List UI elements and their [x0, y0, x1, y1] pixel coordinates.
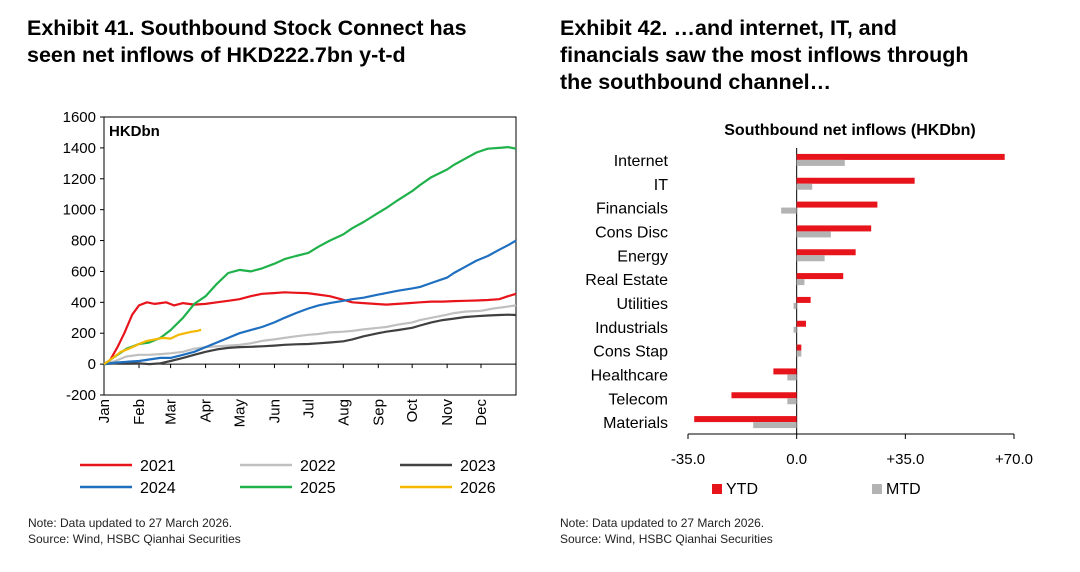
x-tick-label: Oct — [404, 398, 421, 422]
exhibit-42-title-line-3: the southbound channel… — [560, 70, 832, 94]
x-tick-label: Apr — [198, 399, 215, 422]
series-line-2026 — [103, 328, 202, 366]
series-line-2025 — [103, 146, 517, 366]
x-tick-label: Sep — [370, 399, 387, 426]
exhibit-42-title-line-2: financials saw the most inflows through — [560, 43, 969, 67]
category-label: Financials — [596, 201, 668, 218]
category-label: Telecom — [608, 391, 668, 408]
x-tick-label: Jan — [96, 399, 113, 423]
x-tick-label: Dec — [473, 399, 490, 426]
y-tick-label: 400 — [71, 294, 96, 311]
y-tick-label: 200 — [71, 325, 96, 342]
y-tick-label: 1000 — [63, 202, 96, 219]
x-tick-label: Aug — [335, 399, 352, 426]
bar-mtd — [796, 183, 813, 190]
bar-ytd — [731, 392, 797, 399]
category-label: IT — [654, 177, 668, 194]
bar-ytd — [694, 416, 797, 423]
series-line-2023 — [103, 313, 517, 366]
exhibit-42-title-line-1: Exhibit 42. …and internet, IT, and — [560, 16, 897, 40]
legend-label-2026: 2026 — [460, 480, 496, 497]
exhibit-41-title-line-1: Exhibit 41. Southbound Stock Connect has — [27, 16, 467, 40]
x-tick-label: Mar — [163, 399, 180, 425]
bar-ytd — [796, 273, 844, 280]
series-line-2024 — [103, 239, 517, 366]
bar-mtd — [796, 279, 805, 286]
y-tick-label: 0 — [88, 356, 96, 373]
x-tick-label: +35.0 — [886, 451, 924, 468]
x-tick-label: -35.0 — [671, 451, 705, 468]
legend-label-2021: 2021 — [140, 458, 176, 475]
x-tick-label: Jul — [300, 399, 317, 418]
exhibit-41-footnote: Note: Data updated to 27 March 2026. Sou… — [28, 516, 241, 547]
legend-swatch-ytd — [712, 484, 722, 494]
bar-ytd — [796, 153, 1005, 160]
series-line-2021 — [103, 291, 517, 366]
x-tick-label: May — [231, 399, 248, 428]
y-tick-label: 600 — [71, 263, 96, 280]
legend-swatch-mtd — [872, 484, 882, 494]
bar-mtd — [796, 350, 802, 357]
plot-frame — [103, 116, 517, 396]
category-label: Utilities — [616, 296, 668, 313]
exhibit-41-title: Exhibit 41. Southbound Stock Connect has… — [27, 15, 547, 69]
y-tick-label: 800 — [71, 233, 96, 250]
bar-ytd — [796, 177, 915, 184]
y-tick-label: 1400 — [63, 140, 96, 157]
bar-mtd — [796, 231, 831, 238]
legend-label-ytd: YTD — [726, 481, 758, 498]
sector-inflows-bar-chart: Southbound net inflows (HKDbn) -35.0 0.0 +3… — [585, 122, 1033, 498]
y-tick-label: 1200 — [63, 171, 96, 188]
bar-mtd — [793, 302, 797, 309]
x-tick-label: Nov — [439, 399, 456, 426]
category-label: Cons Stap — [593, 344, 668, 361]
exhibit-41-title-line-2: seen net inflows of HKD222.7bn y-t-d — [27, 43, 406, 67]
bar-ytd — [773, 368, 797, 375]
category-label: Energy — [617, 248, 668, 265]
legend-label-mtd: MTD — [886, 481, 921, 498]
bar-mtd — [793, 326, 797, 333]
legend-label-2023: 2023 — [460, 458, 496, 475]
x-tick-label: Feb — [131, 399, 148, 425]
bar-ytd — [796, 201, 878, 208]
exhibit-42-note: Note: Data updated to 27 March 2026. — [560, 516, 765, 530]
x-tick-label: +70.0 — [995, 451, 1033, 468]
exhibit-41-note: Note: Data updated to 27 March 2026. — [28, 516, 233, 530]
x-tick-label: Jun — [266, 399, 283, 423]
unit-label: HKDbn — [109, 123, 160, 140]
y-tick-label: 1600 — [63, 109, 96, 126]
bar-mtd — [781, 207, 797, 214]
category-label: Cons Disc — [595, 224, 668, 241]
category-label: Real Estate — [585, 272, 668, 289]
bar-mtd — [796, 159, 845, 166]
legend-label-2025: 2025 — [300, 480, 336, 497]
bar-mtd — [787, 398, 797, 405]
y-tick-label: -200 — [66, 387, 96, 404]
legend-label-2024: 2024 — [140, 480, 176, 497]
bar-ytd — [796, 320, 806, 327]
legend-label-2022: 2022 — [300, 458, 336, 475]
bar-ytd — [796, 225, 872, 232]
category-label: Healthcare — [591, 367, 668, 384]
chart-title: Southbound net inflows (HKDbn) — [724, 122, 976, 139]
bar-ytd — [796, 344, 802, 351]
category-label: Internet — [614, 153, 669, 170]
bar-ytd — [796, 296, 811, 303]
bar-mtd — [787, 374, 797, 381]
bar-ytd — [796, 249, 856, 256]
exhibit-42-source: Source: Wind, HSBC Qianhai Securities — [560, 531, 773, 546]
series-line-2022 — [103, 304, 517, 366]
bar-mtd — [753, 422, 797, 429]
bar-mtd — [796, 255, 825, 262]
category-label: Industrials — [595, 320, 668, 337]
exhibit-41-source: Source: Wind, HSBC Qianhai Securities — [28, 531, 241, 546]
exhibit-42-title: Exhibit 42. …and internet, IT, and finan… — [560, 15, 1075, 96]
x-tick-label: 0.0 — [786, 451, 807, 468]
southbound-cumulative-line-chart: -200 0 200 400 600 800 1000 1200 1400 1600 Jan Feb M… — [63, 109, 517, 497]
exhibit-42-footnote: Note: Data updated to 27 March 2026. Sou… — [560, 516, 773, 547]
category-label: Materials — [603, 415, 668, 432]
